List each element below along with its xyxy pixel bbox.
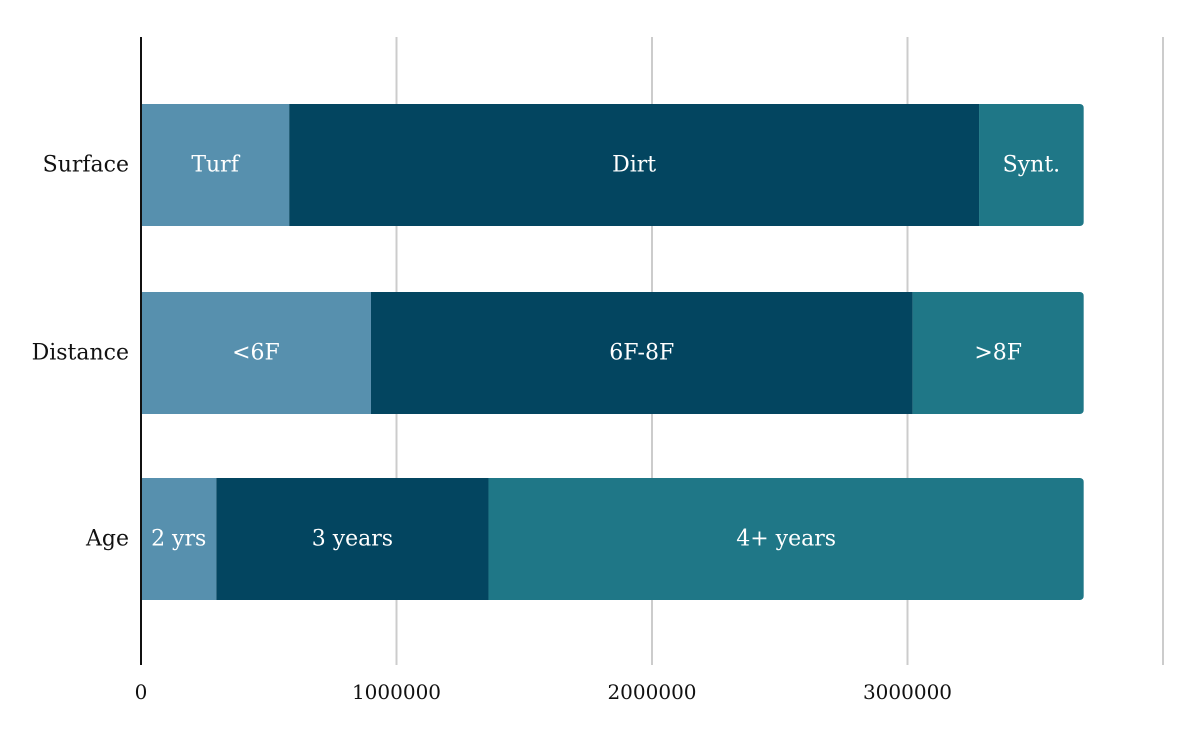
segment-label-surface-1: Dirt	[612, 153, 656, 178]
category-label-surface: Surface	[43, 153, 129, 178]
segment-label-age-1: 3 years	[312, 527, 393, 552]
x-tick-label-2: 2000000	[607, 680, 696, 704]
bar-segment-age-2	[488, 478, 1084, 600]
x-tick-label-1: 1000000	[352, 680, 441, 704]
bar-segment-surface-1	[289, 104, 980, 226]
bar-group-distance	[141, 292, 1084, 414]
segment-label-surface-2: Synt.	[1003, 153, 1061, 178]
category-label-age: Age	[85, 527, 129, 552]
bar-segment-surface-0	[141, 104, 290, 226]
segment-label-surface-0: Turf	[191, 153, 240, 178]
bar-group-age	[141, 478, 1084, 600]
segment-label-distance-2: >8F	[974, 341, 1022, 366]
segment-label-age-0: 2 yrs	[151, 527, 206, 552]
segment-label-age-2: 4+ years	[736, 527, 836, 552]
x-tick-label-3: 3000000	[863, 680, 952, 704]
segment-label-distance-1: 6F-8F	[609, 341, 674, 366]
bar-group-surface	[141, 104, 1084, 226]
bars	[141, 104, 1084, 600]
bar-segment-surface-2	[979, 104, 1084, 226]
bar-segment-distance-1	[370, 292, 913, 414]
category-label-distance: Distance	[32, 341, 129, 366]
labels: Turf Dirt Synt. <6F 6F-8F >8F 2 yrs 3 years 4+ y…	[32, 153, 1061, 705]
segment-label-distance-0: <6F	[232, 341, 280, 366]
bar-segment-distance-0	[141, 292, 371, 414]
x-tick-label-0: 0	[135, 680, 148, 704]
bar-segment-age-0	[141, 478, 217, 600]
bar-segment-distance-2	[912, 292, 1084, 414]
bar-segment-age-1	[216, 478, 489, 600]
